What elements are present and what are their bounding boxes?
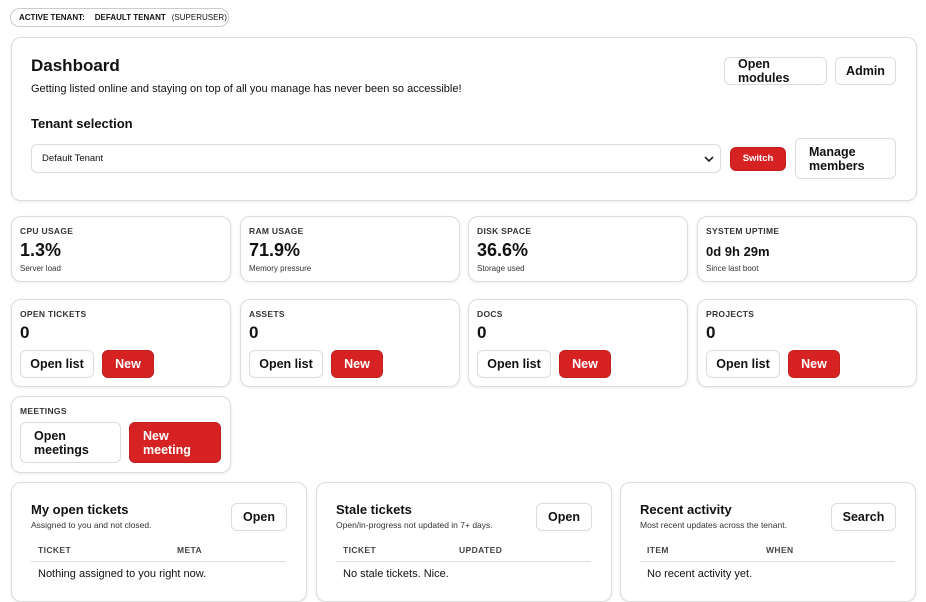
open-list-button[interactable]: Open list (477, 350, 551, 378)
new-meeting-button[interactable]: New meeting (129, 422, 221, 463)
stat-note: Storage used (477, 264, 525, 273)
counter-value: 0 (249, 323, 259, 342)
new-button[interactable]: New (102, 350, 154, 378)
counter-value: 0 (706, 323, 716, 342)
column-header: ITEM (647, 545, 669, 555)
panel-action-button[interactable]: Open (536, 503, 592, 531)
open-modules-button[interactable]: Open modules (724, 57, 827, 85)
counter-label: PROJECTS (706, 309, 755, 319)
panel (11, 482, 307, 602)
stat-label: DISK SPACE (477, 226, 532, 236)
new-button[interactable]: New (788, 350, 840, 378)
open-list-button[interactable]: Open list (249, 350, 323, 378)
table-divider (640, 561, 895, 562)
panel-action-button[interactable]: Search (831, 503, 896, 531)
badge-role: (SUPERUSER) (171, 13, 227, 22)
stat-card (468, 216, 688, 282)
stat-note: Since last boot (706, 264, 759, 273)
empty-row: Nothing assigned to you right now. (38, 568, 207, 580)
open-list-button[interactable]: Open list (706, 350, 780, 378)
panel-action-button[interactable]: Open (231, 503, 287, 531)
stat-value: 1.3% (20, 240, 62, 260)
stat-card (11, 216, 231, 282)
switch-button[interactable]: Switch (730, 147, 786, 171)
stat-value: 71.9% (249, 240, 301, 260)
table-divider (31, 561, 286, 562)
panel-subtitle: Open/in-progress not updated in 7+ days. (336, 520, 493, 530)
tenant-badge: ACTIVE TENANT: DEFAULT TENANT (SUPERUSER… (10, 8, 229, 27)
panel-title: My open tickets (31, 502, 129, 517)
table-divider (336, 561, 591, 562)
panel (620, 482, 916, 602)
empty-row: No stale tickets. Nice. (343, 568, 449, 580)
page-subtitle: Getting listed online and staying on top… (31, 83, 462, 95)
stat-label: RAM USAGE (249, 226, 304, 236)
counter-label: ASSETS (249, 309, 285, 319)
column-header: TICKET (343, 545, 377, 555)
select-chevron (704, 156, 714, 163)
badge-tenant: DEFAULT TENANT (94, 13, 166, 22)
counter-label: OPEN TICKETS (20, 309, 87, 319)
tenant-select[interactable]: Default Tenant (31, 144, 721, 173)
panel-title: Recent activity (640, 502, 732, 517)
stat-note: Memory pressure (249, 264, 312, 273)
column-header: UPDATED (459, 545, 503, 555)
open-meetings-button[interactable]: Open meetings (20, 422, 121, 463)
open-list-button[interactable]: Open list (20, 350, 94, 378)
stat-note: Server load (20, 264, 61, 273)
column-header: META (177, 545, 203, 555)
stat-label: CPU USAGE (20, 226, 74, 236)
counter-label: DOCS (477, 309, 503, 319)
new-button[interactable]: New (331, 350, 383, 378)
stat-label: SYSTEM UPTIME (706, 226, 780, 236)
panel (316, 482, 612, 602)
counter-value: 0 (477, 323, 487, 342)
stat-value: 0d 9h 29m (706, 244, 770, 259)
tenant-select-value: Default Tenant (42, 153, 104, 164)
counter-value: 0 (20, 323, 30, 342)
new-button[interactable]: New (559, 350, 611, 378)
panel-subtitle: Assigned to you and not closed. (31, 520, 152, 530)
tenant-selection-title: Tenant selection (31, 116, 133, 131)
stat-card (240, 216, 460, 282)
admin-button[interactable]: Admin (835, 57, 896, 85)
column-header: TICKET (38, 545, 72, 555)
stat-card (697, 216, 917, 282)
empty-row: No recent activity yet. (647, 568, 753, 580)
meetings-label: MEETINGS (20, 406, 67, 416)
panel-subtitle: Most recent updates across the tenant. (640, 520, 787, 530)
badge-label: ACTIVE TENANT: (19, 13, 85, 22)
panel-title: Stale tickets (336, 502, 412, 517)
page: ACTIVE TENANT: DEFAULT TENANT (SUPERUSER… (10, 8, 917, 602)
stat-value: 36.6% (477, 240, 529, 260)
page-title: Dashboard (31, 56, 120, 75)
column-header: WHEN (766, 545, 794, 555)
manage-members-button[interactable]: Manage members (795, 138, 896, 179)
